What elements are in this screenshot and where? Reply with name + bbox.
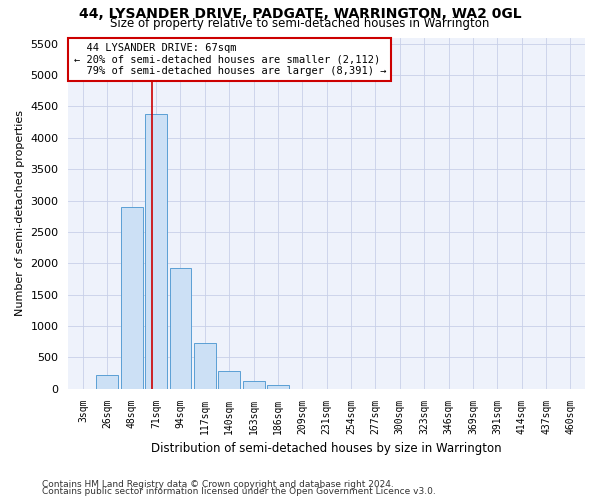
Text: Size of property relative to semi-detached houses in Warrington: Size of property relative to semi-detach… xyxy=(110,18,490,30)
Bar xyxy=(242,382,265,388)
Bar xyxy=(267,384,289,388)
Bar xyxy=(97,375,118,388)
Bar xyxy=(194,343,216,388)
Bar xyxy=(170,268,191,388)
Bar xyxy=(145,114,167,388)
Bar xyxy=(218,371,240,388)
Text: 44 LYSANDER DRIVE: 67sqm  
← 20% of semi-detached houses are smaller (2,112)
  7: 44 LYSANDER DRIVE: 67sqm ← 20% of semi-d… xyxy=(74,43,386,76)
Text: 44, LYSANDER DRIVE, PADGATE, WARRINGTON, WA2 0GL: 44, LYSANDER DRIVE, PADGATE, WARRINGTON,… xyxy=(79,8,521,22)
Text: Contains HM Land Registry data © Crown copyright and database right 2024.: Contains HM Land Registry data © Crown c… xyxy=(42,480,394,489)
Text: Contains public sector information licensed under the Open Government Licence v3: Contains public sector information licen… xyxy=(42,487,436,496)
Bar xyxy=(121,208,143,388)
Y-axis label: Number of semi-detached properties: Number of semi-detached properties xyxy=(15,110,25,316)
X-axis label: Distribution of semi-detached houses by size in Warrington: Distribution of semi-detached houses by … xyxy=(151,442,502,455)
